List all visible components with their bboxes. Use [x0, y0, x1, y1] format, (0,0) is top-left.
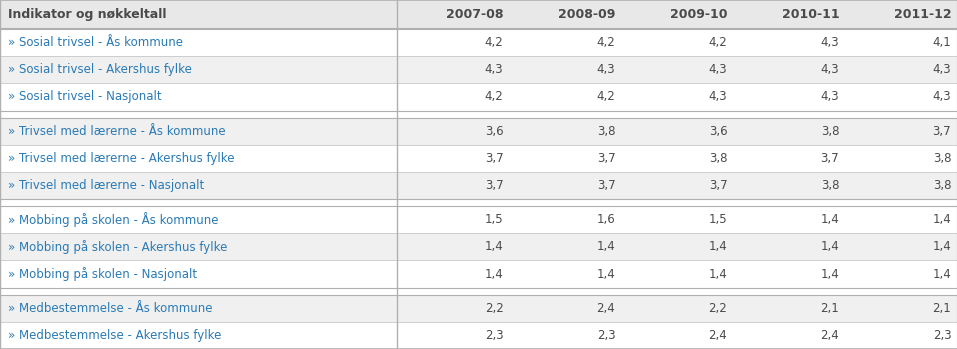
Text: 1,4: 1,4	[820, 268, 839, 281]
Text: 2,1: 2,1	[932, 302, 951, 315]
Text: 3,7: 3,7	[597, 179, 615, 192]
Text: 1,4: 1,4	[708, 268, 727, 281]
Bar	[0, 111, 957, 118]
Text: 1,4: 1,4	[820, 213, 839, 226]
Text: » Medbestemmelse - Ås kommune: » Medbestemmelse - Ås kommune	[8, 302, 212, 315]
Text: 2010-11: 2010-11	[782, 8, 839, 21]
Text: 3,8: 3,8	[933, 152, 951, 165]
Text: 2011-12: 2011-12	[894, 8, 951, 21]
Text: 4,3: 4,3	[485, 63, 503, 76]
Text: 1,4: 1,4	[484, 268, 503, 281]
Text: 3,7: 3,7	[597, 152, 615, 165]
Text: » Mobbing på skolen - Akershus fylke: » Mobbing på skolen - Akershus fylke	[8, 240, 227, 254]
Text: 3,6: 3,6	[485, 125, 503, 138]
Text: 3,7: 3,7	[709, 179, 727, 192]
Text: 4,3: 4,3	[709, 63, 727, 76]
Text: 2008-09: 2008-09	[558, 8, 615, 21]
Text: 4,2: 4,2	[596, 36, 615, 49]
Text: 1,4: 1,4	[484, 240, 503, 253]
Text: 3,7: 3,7	[485, 179, 503, 192]
Text: 4,3: 4,3	[821, 36, 839, 49]
Text: 4,2: 4,2	[484, 36, 503, 49]
Text: 1,5: 1,5	[709, 213, 727, 226]
Bar	[0, 199, 957, 206]
Text: 1,4: 1,4	[820, 240, 839, 253]
Text: 2,3: 2,3	[485, 329, 503, 342]
Text: » Medbestemmelse - Akershus fylke: » Medbestemmelse - Akershus fylke	[8, 329, 221, 342]
Text: 4,2: 4,2	[484, 90, 503, 103]
Text: 2,3: 2,3	[933, 329, 951, 342]
Text: » Sosial trivsel - Nasjonalt: » Sosial trivsel - Nasjonalt	[8, 90, 162, 103]
Bar	[0, 233, 957, 260]
Text: 3,8: 3,8	[821, 179, 839, 192]
Text: 4,2: 4,2	[596, 90, 615, 103]
Bar	[0, 29, 957, 56]
Text: 4,3: 4,3	[821, 90, 839, 103]
Text: 3,8: 3,8	[597, 125, 615, 138]
Bar	[0, 83, 957, 111]
Text: 4,3: 4,3	[597, 63, 615, 76]
Text: 2,2: 2,2	[484, 302, 503, 315]
Text: 3,7: 3,7	[485, 152, 503, 165]
Text: » Sosial trivsel - Ås kommune: » Sosial trivsel - Ås kommune	[8, 36, 183, 49]
Text: 2,3: 2,3	[597, 329, 615, 342]
Text: 4,3: 4,3	[821, 63, 839, 76]
Text: » Trivsel med lærerne - Ås kommune: » Trivsel med lærerne - Ås kommune	[8, 125, 225, 138]
Text: 1,5: 1,5	[485, 213, 503, 226]
Text: 2009-10: 2009-10	[670, 8, 727, 21]
Text: 1,4: 1,4	[932, 240, 951, 253]
Text: 4,1: 4,1	[932, 36, 951, 49]
Bar	[0, 56, 957, 83]
Text: 2,4: 2,4	[596, 302, 615, 315]
Text: 3,7: 3,7	[821, 152, 839, 165]
Text: 1,4: 1,4	[932, 268, 951, 281]
Text: 4,3: 4,3	[709, 90, 727, 103]
Text: 2,1: 2,1	[820, 302, 839, 315]
Text: 4,2: 4,2	[708, 36, 727, 49]
Text: 3,8: 3,8	[709, 152, 727, 165]
Bar	[0, 322, 957, 349]
Text: » Trivsel med lærerne - Akershus fylke: » Trivsel med lærerne - Akershus fylke	[8, 152, 234, 165]
Text: Indikator og nøkkeltall: Indikator og nøkkeltall	[8, 8, 167, 21]
Text: » Mobbing på skolen - Nasjonalt: » Mobbing på skolen - Nasjonalt	[8, 267, 197, 281]
Text: 1,4: 1,4	[596, 240, 615, 253]
Text: 3,6: 3,6	[709, 125, 727, 138]
Text: 1,4: 1,4	[932, 213, 951, 226]
Text: » Sosial trivsel - Akershus fylke: » Sosial trivsel - Akershus fylke	[8, 63, 191, 76]
Text: » Mobbing på skolen - Ås kommune: » Mobbing på skolen - Ås kommune	[8, 212, 218, 227]
Bar	[0, 118, 957, 145]
Text: 4,3: 4,3	[933, 90, 951, 103]
Text: 1,6: 1,6	[596, 213, 615, 226]
Text: 1,4: 1,4	[708, 240, 727, 253]
Text: 2007-08: 2007-08	[446, 8, 503, 21]
Text: 4,3: 4,3	[933, 63, 951, 76]
Text: 3,8: 3,8	[821, 125, 839, 138]
Text: 2,4: 2,4	[708, 329, 727, 342]
Text: 2,4: 2,4	[820, 329, 839, 342]
Bar	[0, 260, 957, 288]
Text: 2,2: 2,2	[708, 302, 727, 315]
Bar	[0, 145, 957, 172]
Text: » Trivsel med lærerne - Nasjonalt: » Trivsel med lærerne - Nasjonalt	[8, 179, 204, 192]
Text: 3,7: 3,7	[933, 125, 951, 138]
Bar	[0, 288, 957, 295]
Bar	[0, 206, 957, 233]
Text: 3,8: 3,8	[933, 179, 951, 192]
Bar	[0, 0, 957, 29]
Bar	[0, 295, 957, 322]
Bar	[0, 172, 957, 199]
Text: 1,4: 1,4	[596, 268, 615, 281]
